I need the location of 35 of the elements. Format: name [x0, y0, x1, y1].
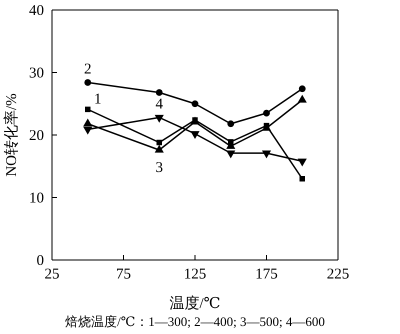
point: [262, 150, 272, 158]
x-tick-label: 75: [116, 266, 131, 283]
point: [156, 89, 163, 96]
point: [154, 114, 164, 123]
y-tick-label: 40: [29, 2, 44, 19]
point: [85, 106, 90, 112]
point: [190, 131, 200, 140]
x-axis-title: 温度/℃: [170, 295, 220, 312]
x-tick-label: 175: [255, 266, 278, 283]
point: [264, 122, 270, 128]
y-tick-label: 20: [29, 128, 44, 144]
y-axis-title: NO转化率/%: [3, 93, 20, 177]
y-tick-label: 30: [29, 65, 44, 82]
text: 焙烧温度/℃：1—300; 2—400; 3—500; 4—600: [65, 314, 325, 329]
x-tick-label: 25: [44, 266, 60, 283]
y-tick-label: 10: [29, 190, 44, 206]
point: [156, 140, 162, 146]
point: [83, 126, 92, 135]
point: [84, 79, 92, 86]
point: [227, 120, 234, 128]
point: [298, 158, 307, 167]
series-label: 2: [84, 62, 92, 78]
series-label: 4: [156, 96, 164, 112]
series-label: 1: [94, 91, 102, 108]
y-tick-label: 0: [36, 252, 44, 269]
point: [298, 94, 307, 103]
point: [226, 150, 236, 158]
x-tick-label: 125: [184, 266, 206, 283]
point: [263, 110, 270, 117]
x-tick-label: 225: [326, 266, 350, 283]
series-label: 3: [156, 160, 163, 176]
point: [298, 85, 306, 92]
point: [192, 100, 198, 108]
point: [228, 139, 234, 145]
point: [300, 176, 305, 182]
